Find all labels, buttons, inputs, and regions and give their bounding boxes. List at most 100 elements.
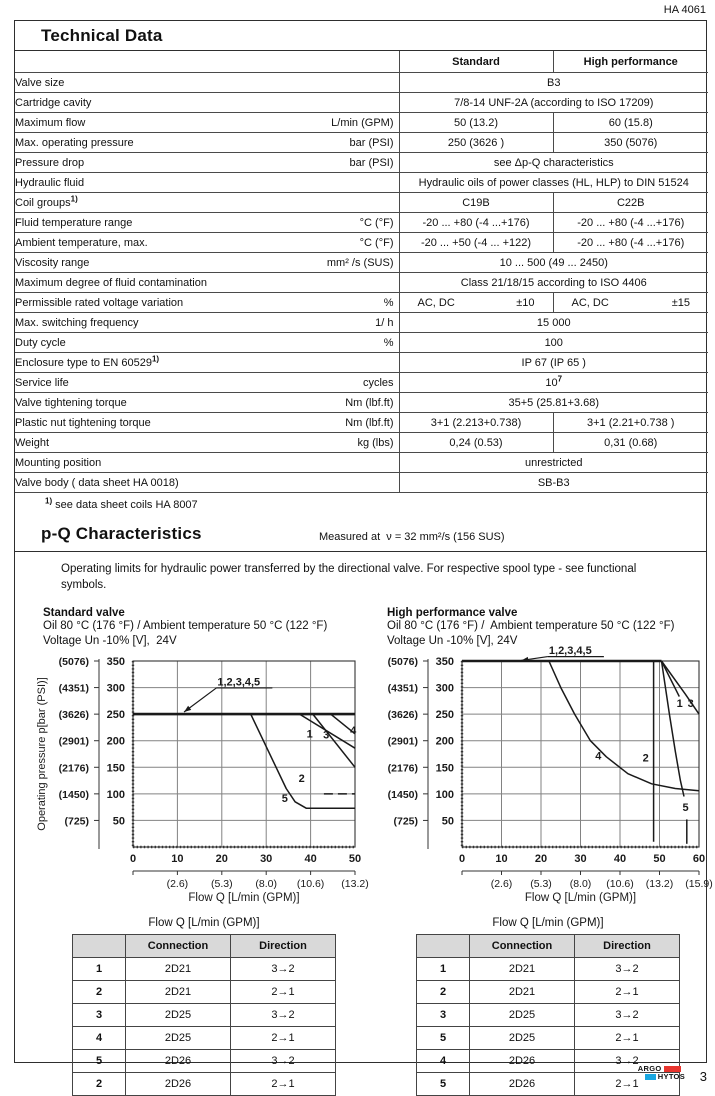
flow-curve-number: 1	[72, 957, 126, 982]
table-row: Hydraulic fluid Hydraulic oils of power c…	[15, 172, 708, 193]
high-performance-title: High performance valve	[387, 607, 518, 620]
table-row: 2 2D26 2→1	[72, 1072, 336, 1096]
row-value-standard: 0,24 (0.53)	[398, 432, 553, 453]
flow-direction: 2→1	[574, 980, 680, 1005]
page-number: 3	[699, 1069, 707, 1084]
technical-header-row: Standard High performance	[15, 51, 708, 73]
svg-text:50: 50	[442, 816, 454, 828]
table-row: Maximum flow L/min (GPM) 50 (13.2) 60 (15.8…	[15, 112, 708, 133]
table-row: Maximum degree of fluid contamination Cla…	[15, 272, 708, 293]
argo-hytos-logo: ARGO HYTOS	[638, 1065, 685, 1081]
table-row: Valve body ( data sheet HA 0018) SB-B3	[15, 472, 708, 493]
footnote-text: see data sheet coils HA 8007	[52, 499, 198, 511]
svg-text:350: 350	[436, 656, 454, 668]
table-row: Duty cycle% 100	[15, 332, 708, 353]
standard-valve-cond2: Voltage Un -10% [V], 24V	[43, 635, 177, 648]
svg-text:(13.2): (13.2)	[646, 878, 673, 890]
flow-connection: 2D26	[469, 1072, 575, 1096]
footnote: 1) see data sheet coils HA 8007	[15, 493, 706, 518]
table-row: Plastic nut tightening torque Nm (lbf.ft)…	[15, 412, 708, 433]
flow-header-row: Connection Direction	[416, 934, 680, 959]
pq-description: Operating limits for hydraulic power tra…	[61, 563, 637, 591]
flow-connection: 2D21	[469, 957, 575, 982]
row-value-standard: -20 ... +80 (-4 ...+176)	[398, 212, 553, 233]
flow-curve-number: 4	[72, 1026, 126, 1051]
technical-table-body: Standard High performance Valve size B3 Ca…	[15, 51, 708, 493]
flow-direction: 3→2	[574, 1049, 680, 1074]
svg-text:150: 150	[107, 763, 125, 775]
flow-header-cell: Connection	[469, 934, 575, 959]
svg-text:(5076): (5076)	[388, 656, 418, 668]
table-row: 2 2D21 2→1	[72, 980, 336, 1005]
svg-text:200: 200	[436, 736, 454, 748]
svg-text:1: 1	[307, 729, 313, 741]
row-label: Cartridge cavity	[15, 92, 399, 113]
row-label: Permissible rated voltage variation%	[15, 292, 399, 313]
flow-direction: 2→1	[230, 980, 336, 1005]
svg-text:(4351): (4351)	[59, 683, 89, 695]
flow-connection: 2D26	[125, 1072, 231, 1096]
svg-text:Flow Q [L/min (GPM)]: Flow Q [L/min (GPM)]	[525, 892, 636, 904]
row-value-high: 3+1 (2.21+0.738 )	[552, 412, 708, 433]
svg-text:(1450): (1450)	[388, 789, 418, 801]
flow-direction: 2→1	[230, 1072, 336, 1096]
svg-text:5: 5	[282, 793, 288, 805]
svg-text:1: 1	[677, 698, 683, 710]
table-row: 5 2D25 2→1	[416, 1026, 680, 1051]
table-row: 3 2D25 3→2	[72, 1003, 336, 1028]
svg-text:20: 20	[216, 853, 228, 865]
table-row: Cartridge cavity 7/8-14 UNF-2A (according…	[15, 92, 708, 113]
flow-curve-number: 4	[416, 1049, 470, 1074]
flow-curve-number: 3	[416, 1003, 470, 1028]
svg-text:(2176): (2176)	[388, 763, 418, 775]
row-value-standard: C19B	[398, 192, 553, 213]
flow-header-cell: Direction	[574, 934, 680, 959]
svg-text:Flow Q [L/min (GPM)]: Flow Q [L/min (GPM)]	[188, 892, 299, 904]
svg-text:1,2,3,4,5: 1,2,3,4,5	[217, 677, 260, 689]
svg-text:0: 0	[459, 853, 465, 865]
svg-text:(2.6): (2.6)	[167, 878, 189, 890]
table-row: Mounting position unrestricted	[15, 452, 708, 473]
row-label: Max. operating pressure bar (PSI)	[15, 132, 399, 153]
svg-text:50: 50	[349, 853, 361, 865]
row-label: Plastic nut tightening torque Nm (lbf.ft)	[15, 412, 399, 433]
svg-text:2: 2	[299, 773, 305, 785]
flow-table-standard: Connection Direction 1 2D21 3→2 2 2D21 2→1 3 2D25…	[72, 934, 336, 1096]
pq-chart-standard: 50(725)100(1450)150(2176)200(2901)250(36…	[36, 656, 369, 904]
row-label: Fluid temperature range °C (°F)	[15, 212, 399, 233]
svg-text:4: 4	[595, 751, 602, 763]
table-row: 4 2D25 2→1	[72, 1026, 336, 1051]
flow-direction: 2→1	[230, 1026, 336, 1051]
svg-text:(725): (725)	[64, 816, 89, 828]
row-unit: Nm (lbf.ft)	[345, 396, 394, 409]
flow-direction: 3→2	[230, 1049, 336, 1074]
row-label: Coil groups1)	[15, 192, 399, 213]
svg-text:(5076): (5076)	[59, 656, 89, 668]
svg-text:1,2,3,4,5: 1,2,3,4,5	[549, 645, 592, 657]
row-unit: %	[383, 296, 394, 309]
flow-header-row: Connection Direction	[72, 934, 336, 959]
svg-text:(15.9): (15.9)	[685, 878, 712, 890]
row-value-span: 7/8-14 UNF-2A (according to ISO 17209)	[398, 92, 708, 113]
row-unit: kg (lbs)	[357, 436, 394, 449]
pq-title: p-Q Characteristics	[41, 524, 202, 543]
row-value-span: 100	[398, 332, 708, 353]
row-label: Max. switching frequency 1/ h	[15, 312, 399, 333]
pq-measured-at: Measured at ν = 32 mm²/s (156 SUS)	[319, 531, 505, 543]
row-unit: %	[383, 336, 394, 349]
svg-text:300: 300	[107, 683, 125, 695]
row-label: Service life cycles	[15, 372, 399, 393]
logo-red-block	[663, 1066, 681, 1072]
svg-text:100: 100	[436, 789, 454, 801]
technical-data-table: Standard High performance Valve size B3 Ca…	[15, 51, 708, 493]
table-row: Max. switching frequency 1/ h 15 000	[15, 312, 708, 333]
svg-text:(5.3): (5.3)	[211, 878, 233, 890]
row-unit: °C (°F)	[359, 236, 394, 249]
flow-header-cell	[72, 934, 126, 959]
svg-text:(10.6): (10.6)	[606, 878, 633, 890]
row-value-span: 10 ... 500 (49 ... 2450)	[398, 252, 708, 273]
svg-text:(3626): (3626)	[388, 710, 418, 722]
flow-connection: 2D26	[469, 1049, 575, 1074]
row-unit: 1/ h	[375, 316, 394, 329]
row-unit: bar (PSI)	[349, 136, 394, 149]
